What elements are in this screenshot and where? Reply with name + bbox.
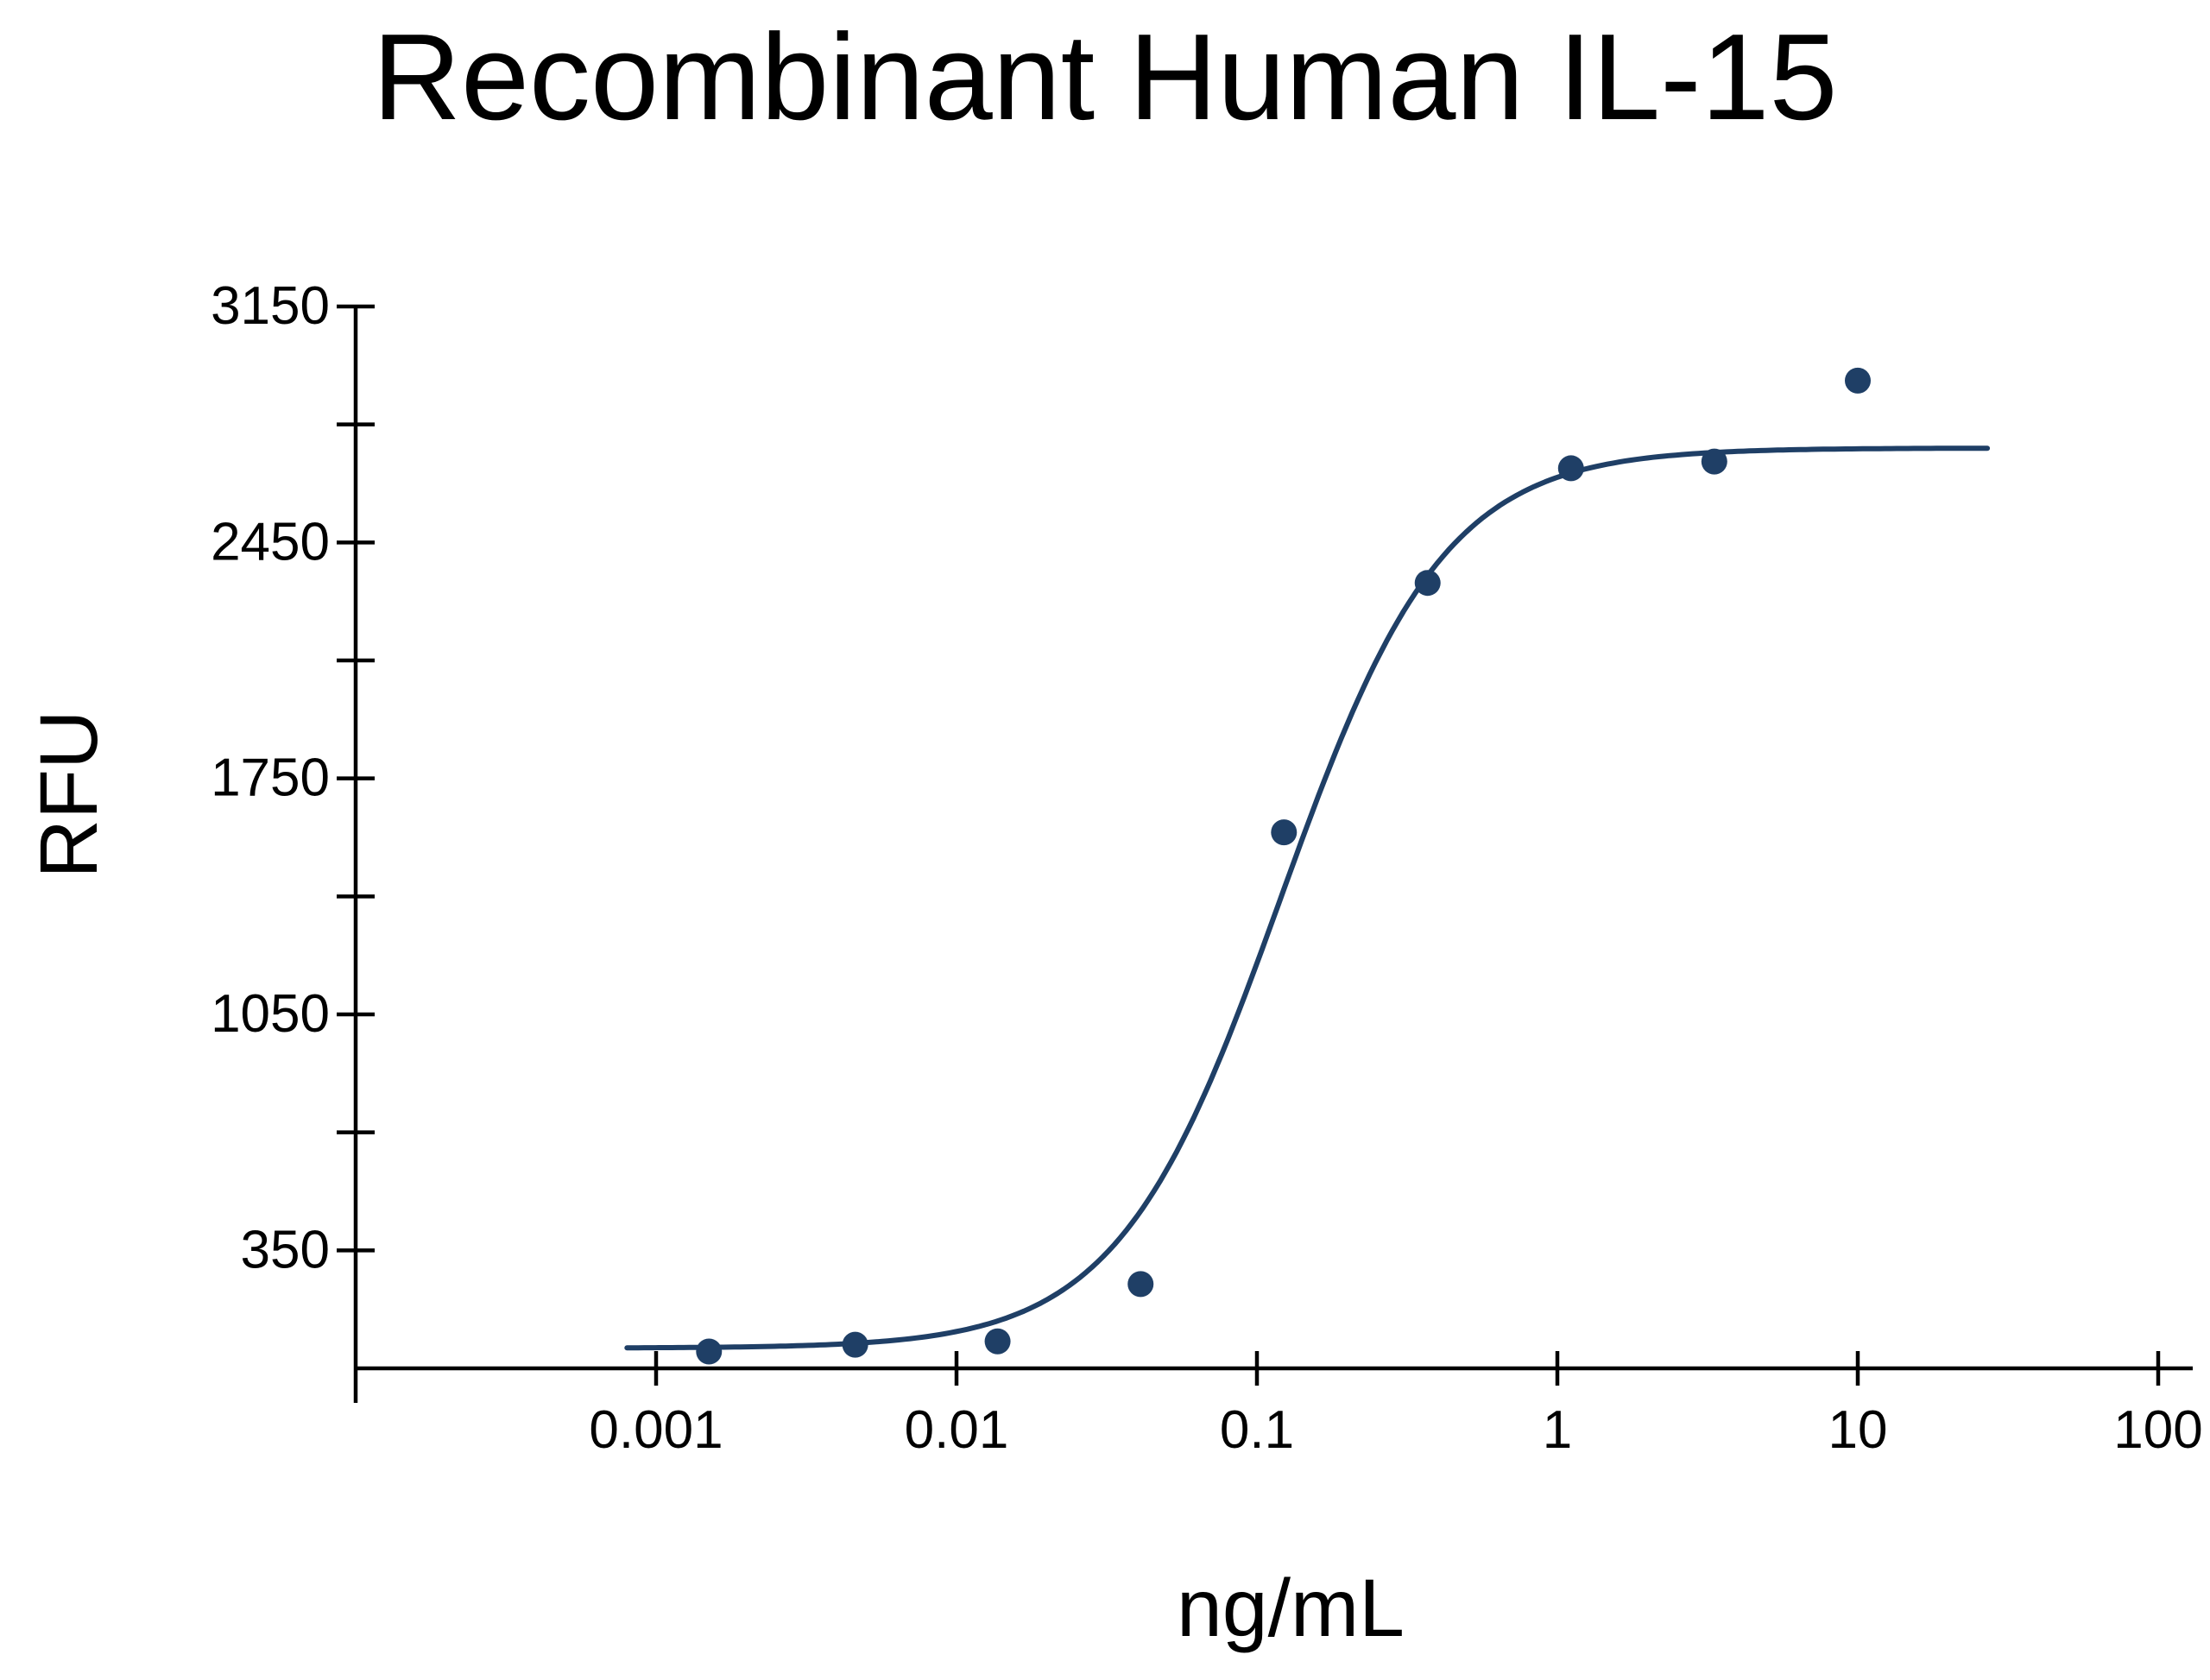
data-point xyxy=(984,1328,1011,1355)
fit-curve-layer xyxy=(624,445,1991,1351)
data-point xyxy=(1701,448,1727,475)
y-tick-label: 2450 xyxy=(211,512,330,572)
data-point xyxy=(1127,1271,1154,1298)
chart-title: Recombinant Human IL-15 xyxy=(373,9,1838,146)
x-tick-label: 0.1 xyxy=(1220,1400,1294,1460)
y-tick-label: 3150 xyxy=(211,276,330,336)
x-axis-ticks: 0.001 0.01 0.1 1 10 100 xyxy=(589,1351,2203,1460)
x-tick-label: 0.01 xyxy=(905,1400,1009,1460)
y-tick-label: 350 xyxy=(241,1220,330,1279)
data-point xyxy=(842,1331,868,1358)
data-point xyxy=(696,1338,723,1365)
y-tick-label: 1050 xyxy=(211,984,330,1044)
data-points-layer xyxy=(696,367,1871,1365)
data-point xyxy=(1557,455,1584,482)
fit-curve xyxy=(624,445,1991,1351)
x-axis-label: ng/mL xyxy=(1177,1563,1405,1654)
x-tick-label: 10 xyxy=(1828,1400,1888,1460)
x-tick-label: 0.001 xyxy=(589,1400,723,1460)
y-axis-ticks: 350 1050 1750 2450 3150 xyxy=(211,276,375,1279)
data-point xyxy=(1414,570,1441,597)
axes xyxy=(353,306,2193,1403)
x-tick-label: 100 xyxy=(2113,1400,2202,1460)
y-tick-label: 1750 xyxy=(211,748,330,808)
data-point xyxy=(1271,819,1298,846)
y-axis-label: RFU xyxy=(23,710,115,878)
x-tick-label: 1 xyxy=(1543,1400,1572,1460)
data-point xyxy=(1845,367,1871,394)
